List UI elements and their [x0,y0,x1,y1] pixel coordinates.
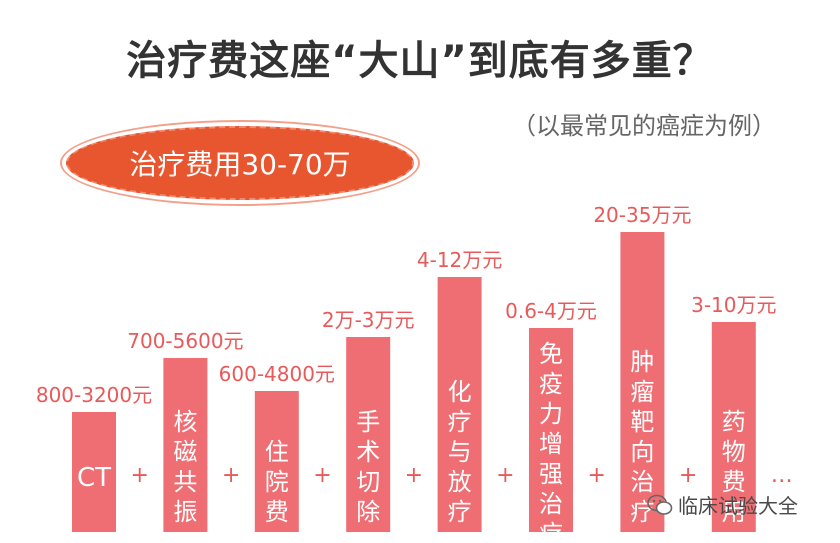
plus-sign-5: + [496,463,514,488]
bar-5 [437,277,482,532]
value-label-6: 0.6-4万元 [505,299,597,323]
plus-sign-2: + [222,463,240,488]
bar-label-3: 住院费 [265,438,289,526]
value-label-4: 2万-3万元 [322,308,415,332]
watermark-text: 临床试验大全 [678,494,798,518]
total-cost-label: 治疗费用30-70万 [129,148,351,181]
watermark: 临床试验大全 [646,490,798,519]
value-label-3: 600-4800元 [219,362,335,386]
value-label-7: 20-35万元 [593,203,691,227]
plus-sign-6: + [587,463,605,488]
plus-sign-4: + [405,463,423,488]
bar-8 [711,322,756,532]
wechat-icon [647,494,673,515]
bar-1 [72,412,116,532]
bar-label-8: 药物费用 [722,408,746,526]
trailing-ellipsis: … [771,463,793,488]
bar-label-1: CT [77,463,111,493]
bar-label-5: 化疗与放疗 [448,378,472,526]
value-label-2: 700-5600元 [127,329,243,353]
bar-4 [346,337,391,532]
bar-label-7: 肿瘤靶向治疗 [630,348,654,526]
value-label-8: 3-10万元 [691,293,776,317]
bar-6 [529,328,573,532]
bar-2 [163,358,208,532]
value-label-5: 4-12万元 [417,248,502,272]
bar-7 [620,232,665,532]
bar-label-6: 免疫力增强治疗 [539,340,563,543]
page-title: 治疗费这座“大山”到底有多重？ [126,38,714,84]
bar-3 [254,391,299,532]
value-label-1: 800-3200元 [36,383,152,407]
plus-sign-7: + [679,463,697,488]
plus-sign-1: + [130,463,148,488]
bar-label-4: 手术切除 [356,408,380,526]
total-cost-oval: 治疗费用30-70万 [66,126,414,200]
bar-label-2: 核磁共振 [173,408,197,526]
plus-sign-3: + [313,463,331,488]
subtitle: （以最常见的癌症为例） [512,112,776,140]
